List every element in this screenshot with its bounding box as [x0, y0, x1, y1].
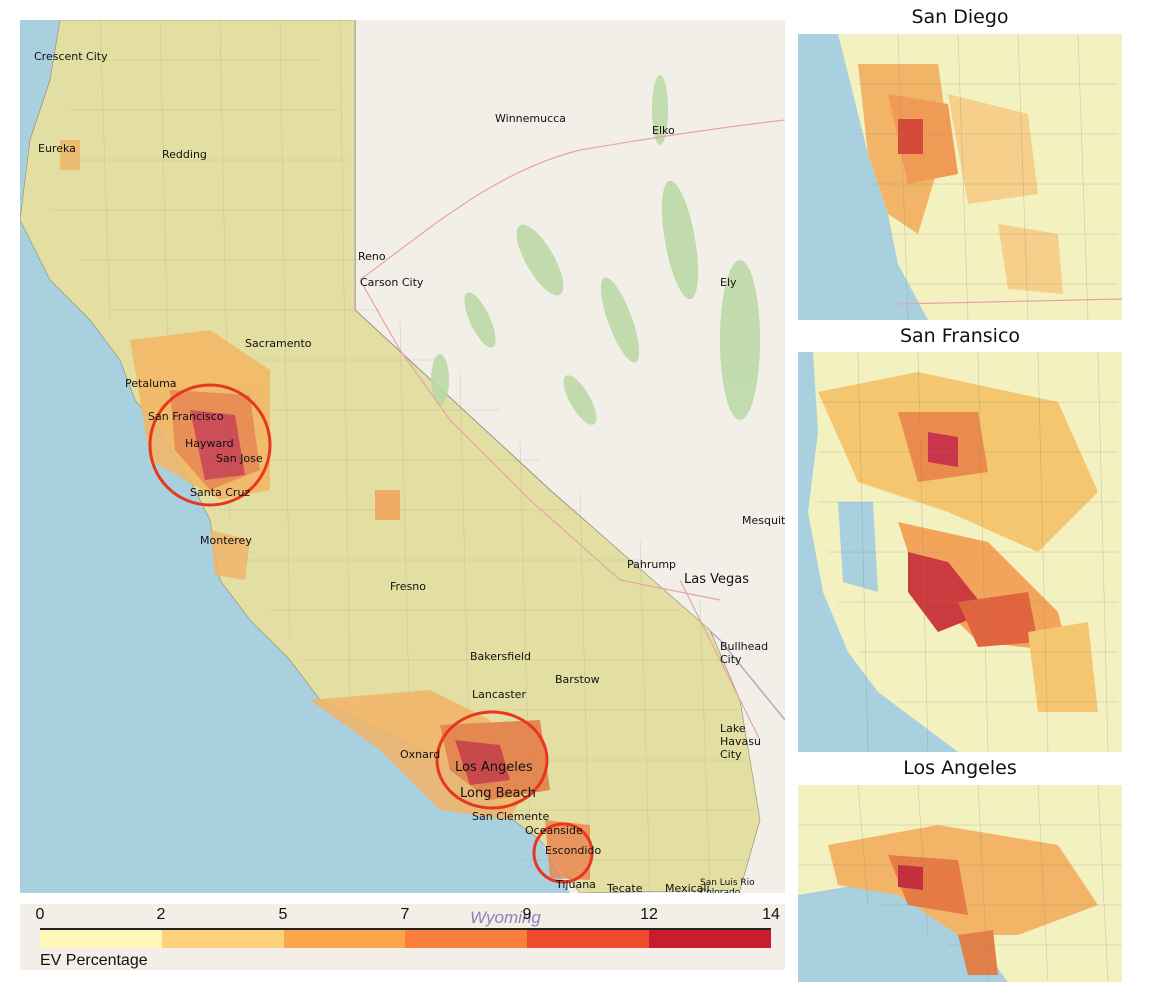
background-map-label: Wyoming [470, 908, 541, 927]
city-label: Monterey [200, 534, 252, 547]
color-legend: Wyoming 0 2 5 7 9 12 14 EV Percentage [20, 904, 785, 970]
legend-caption: EV Percentage [40, 952, 148, 969]
city-label: Lake Havasu City [720, 722, 761, 761]
city-label: San Luis Rio Colorado [700, 878, 755, 893]
city-label: Petaluma [125, 377, 177, 390]
city-label: Tijuana [556, 878, 596, 891]
city-label: Winnemucca [495, 112, 566, 125]
main-map[interactable]: Crescent City Eureka Redding Winnemucca … [20, 20, 785, 893]
legend-tick: 5 [278, 906, 288, 923]
inset-map-san-francisco[interactable] [798, 352, 1122, 752]
city-label: Lancaster [472, 688, 526, 701]
legend-tick: 7 [400, 906, 410, 923]
city-label: Barstow [555, 673, 600, 686]
city-label: Santa Cruz [190, 486, 251, 499]
city-label: Las Vegas [684, 572, 749, 587]
city-label: San Jose [216, 452, 263, 465]
city-label: Hayward [185, 437, 234, 450]
city-label: Carson City [360, 276, 424, 289]
city-label: Mexicali [665, 882, 710, 893]
city-label: Bullhead City [720, 640, 769, 666]
city-label: Eureka [38, 142, 76, 155]
legend-swatch [40, 930, 162, 948]
legend-swatch [161, 930, 284, 948]
city-label: Oceanside [525, 824, 583, 837]
inset-title-san-francisco: San Fransico [899, 325, 1021, 347]
city-label: Pahrump [627, 558, 677, 571]
city-label: Escondido [545, 844, 602, 857]
inset-title-san-diego: San Diego [911, 6, 1009, 28]
city-label: Reno [358, 250, 386, 263]
city-label: Crescent City [34, 50, 108, 63]
legend-swatch [527, 930, 650, 948]
legend-swatch [649, 930, 771, 948]
legend-tick: 9 [522, 906, 532, 923]
city-label: Ely [720, 276, 737, 289]
legend-tick: 14 [762, 906, 780, 923]
inset-map-san-diego[interactable] [798, 34, 1122, 320]
city-label: Fresno [390, 580, 427, 593]
city-label: Los Angeles [455, 760, 533, 775]
inset-map-los-angeles[interactable] [798, 785, 1122, 982]
city-label: San Francisco [148, 410, 224, 423]
legend-swatch [405, 930, 528, 948]
legend-swatch [283, 930, 406, 948]
city-label: San Clemente [472, 810, 550, 823]
city-label: Tecate [607, 882, 643, 893]
legend-tick: 12 [640, 906, 658, 923]
city-label: Oxnard [400, 748, 441, 761]
city-label: Redding [162, 148, 207, 161]
inset-title-los-angeles: Los Angeles [903, 757, 1017, 779]
city-label: Bakersfield [470, 650, 532, 663]
legend-tick: 0 [35, 906, 45, 923]
city-label: Mesquite [742, 514, 785, 527]
city-label: Elko [652, 124, 675, 137]
legend-tick: 2 [156, 906, 166, 923]
legend-color-bar [40, 928, 771, 948]
city-label: Long Beach [460, 786, 536, 801]
city-label: Sacramento [245, 337, 312, 350]
